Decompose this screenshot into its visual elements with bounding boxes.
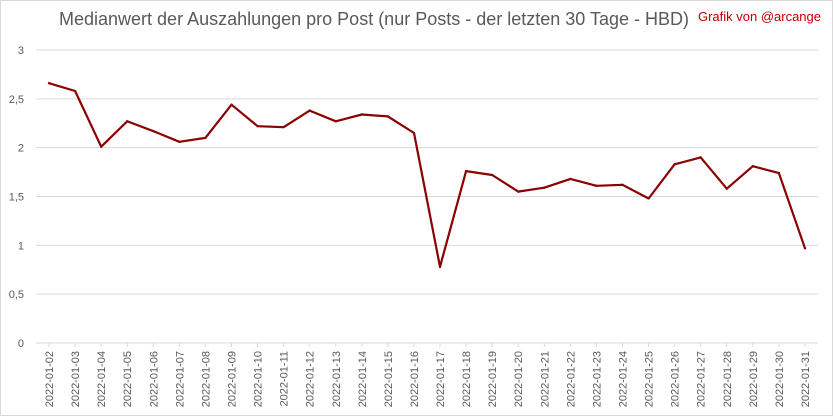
data-point [152,129,155,133]
x-tick-label: 2022-01-14 [357,351,369,407]
x-tick-label: 2022-01-19 [487,351,499,407]
x-tick-label: 2022-01-25 [644,351,656,407]
data-point [386,115,390,118]
x-tick-label: 2022-01-20 [513,351,525,407]
data-point [412,131,416,135]
data-point [464,169,468,173]
series-line [48,82,807,268]
data-point [308,109,311,112]
data-point [438,265,442,269]
data-point [99,145,103,148]
data-point [777,171,781,175]
data-point [595,184,598,187]
x-tick-label: 2022-01-09 [227,351,239,407]
y-tick-label: 3 [18,45,24,57]
x-tick-label: 2022-01-11 [279,351,291,406]
data-point [517,190,520,193]
data-point [751,165,755,168]
data-point [725,187,728,190]
data-point [621,183,624,186]
x-tick-label: 2022-01-08 [200,351,212,407]
x-tick-label: 2022-01-06 [148,351,160,407]
x-tick-label: 2022-01-21 [539,351,551,407]
x-tick-label: 2022-01-16 [409,351,421,407]
x-tick-label: 2022-01-03 [70,351,82,407]
data-point [178,140,181,144]
data-point [334,120,337,123]
data-point [543,186,546,189]
data-point [256,124,259,128]
data-point [126,120,129,123]
x-tick-label: 2022-01-17 [435,351,447,407]
x-tick-label: 2022-01-26 [670,351,682,407]
y-tick-label: 2,5 [9,94,24,106]
data-point [73,89,77,93]
x-tick-label: 2022-01-02 [44,351,56,407]
x-tick-label: 2022-01-10 [253,351,265,407]
x-tick-label: 2022-01-28 [722,351,734,407]
chart-title: Medianwert der Auszahlungen pro Post (nu… [59,9,689,29]
y-tick-label: 1 [18,240,24,252]
data-point [673,163,676,166]
x-tick-label: 2022-01-31 [800,351,812,407]
data-point [569,177,572,181]
x-tick-label: 2022-01-13 [331,351,343,407]
x-axis-ticks: 2022-01-02 2022-01-03 2022-01-04 2022-01-05… [44,343,812,407]
data-point [360,113,364,116]
y-axis-ticks: 0 0,5 1 1,5 2 2,5 3 [9,45,24,350]
x-tick-label: 2022-01-23 [591,351,603,407]
data-point [282,125,285,129]
data-point [803,247,807,250]
x-tick-label: 2022-01-27 [696,351,708,407]
x-tick-label: 2022-01-15 [383,351,395,407]
data-point [490,173,494,177]
y-tick-label: 2 [18,143,24,155]
y-tick-label: 1,5 [9,192,24,204]
x-tick-label: 2022-01-04 [96,351,108,407]
x-tick-label: 2022-01-05 [122,351,134,407]
x-tick-label: 2022-01-18 [461,351,473,407]
data-point [230,103,233,106]
data-point [204,136,207,140]
data-point [647,197,650,200]
data-point [47,82,51,85]
x-tick-label: 2022-01-22 [565,351,577,407]
y-tick-label: 0 [18,338,24,350]
x-tick-label: 2022-01-30 [774,351,786,407]
x-tick-label: 2022-01-29 [748,351,760,407]
series-layer [47,82,807,269]
x-tick-label: 2022-01-24 [618,351,630,407]
data-point [699,156,702,159]
y-tick-label: 0,5 [9,289,24,301]
x-tick-label: 2022-01-12 [305,351,317,407]
x-tick-label: 2022-01-07 [174,351,186,407]
chart-credit: Grafik von @arcange [697,9,821,24]
